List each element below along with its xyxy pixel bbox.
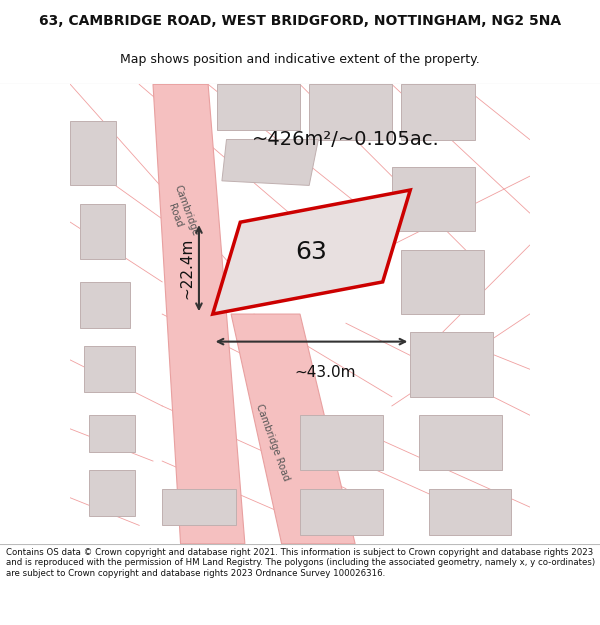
Polygon shape bbox=[401, 250, 484, 314]
Text: Cambridge
Road: Cambridge Road bbox=[161, 184, 200, 242]
Polygon shape bbox=[79, 204, 125, 259]
Polygon shape bbox=[419, 415, 502, 470]
Polygon shape bbox=[428, 489, 511, 534]
Text: 63, CAMBRIDGE ROAD, WEST BRIDGFORD, NOTTINGHAM, NG2 5NA: 63, CAMBRIDGE ROAD, WEST BRIDGFORD, NOTT… bbox=[39, 14, 561, 28]
Text: ~22.4m: ~22.4m bbox=[179, 238, 194, 299]
Text: Cambridge Road: Cambridge Road bbox=[254, 403, 291, 482]
Polygon shape bbox=[213, 190, 410, 314]
Text: 63: 63 bbox=[296, 240, 328, 264]
Polygon shape bbox=[309, 84, 392, 139]
Text: Map shows position and indicative extent of the property.: Map shows position and indicative extent… bbox=[120, 52, 480, 66]
Polygon shape bbox=[79, 282, 130, 328]
Text: ~426m²/~0.105ac.: ~426m²/~0.105ac. bbox=[252, 130, 440, 149]
Polygon shape bbox=[89, 415, 134, 452]
Polygon shape bbox=[410, 332, 493, 397]
Text: ~43.0m: ~43.0m bbox=[295, 364, 356, 379]
Polygon shape bbox=[401, 84, 475, 139]
Polygon shape bbox=[300, 415, 383, 470]
Polygon shape bbox=[70, 121, 116, 186]
Text: Contains OS data © Crown copyright and database right 2021. This information is : Contains OS data © Crown copyright and d… bbox=[6, 548, 595, 578]
Polygon shape bbox=[162, 489, 236, 526]
Polygon shape bbox=[217, 84, 300, 130]
Polygon shape bbox=[392, 167, 475, 231]
Polygon shape bbox=[231, 314, 355, 544]
Polygon shape bbox=[89, 470, 134, 516]
Polygon shape bbox=[222, 139, 319, 186]
Polygon shape bbox=[153, 84, 245, 544]
Polygon shape bbox=[84, 346, 134, 392]
Polygon shape bbox=[300, 489, 383, 534]
